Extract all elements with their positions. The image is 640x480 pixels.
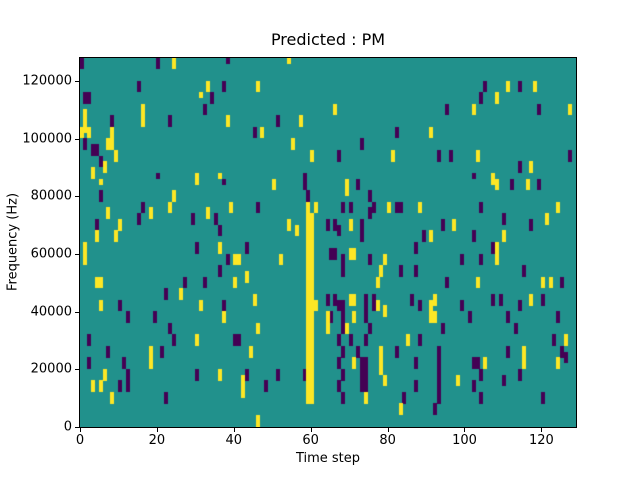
x-tick-mark <box>541 428 543 432</box>
x-tick-label: 20 <box>148 433 166 448</box>
x-tick-label: 0 <box>75 433 85 448</box>
y-tick-mark <box>75 311 79 313</box>
y-tick-mark <box>75 254 79 256</box>
x-tick-label: 120 <box>528 433 554 448</box>
y-tick-label: 0 <box>63 419 72 435</box>
x-tick-mark <box>387 428 389 432</box>
y-tick-label: 60000 <box>30 246 72 262</box>
y-tick-label: 20000 <box>30 361 72 377</box>
x-tick-mark <box>310 428 312 432</box>
heatmap-canvas <box>80 58 576 427</box>
x-tick-label: 40 <box>225 433 243 448</box>
y-tick-mark <box>75 369 79 371</box>
y-tick-label: 40000 <box>30 304 72 320</box>
y-tick-label: 120000 <box>22 73 72 89</box>
y-tick-mark <box>75 138 79 140</box>
plot-title: Predicted : PM <box>270 30 386 49</box>
y-tick-mark <box>75 81 79 83</box>
x-tick-mark <box>464 428 466 432</box>
y-tick-mark <box>75 196 79 198</box>
y-tick-label: 80000 <box>30 188 72 204</box>
x-axis-label: Time step <box>295 451 361 466</box>
x-tick-mark <box>156 428 158 432</box>
plot-area <box>79 57 577 428</box>
x-tick-label: 100 <box>452 433 477 448</box>
x-tick-mark <box>233 428 235 432</box>
x-tick-label: 60 <box>302 433 319 448</box>
x-tick-mark <box>80 428 81 432</box>
y-tick-mark <box>75 427 79 428</box>
x-tick-label: 80 <box>379 433 396 448</box>
y-tick-label: 100000 <box>22 131 72 147</box>
y-axis-label: Frequency (Hz) <box>5 192 21 292</box>
